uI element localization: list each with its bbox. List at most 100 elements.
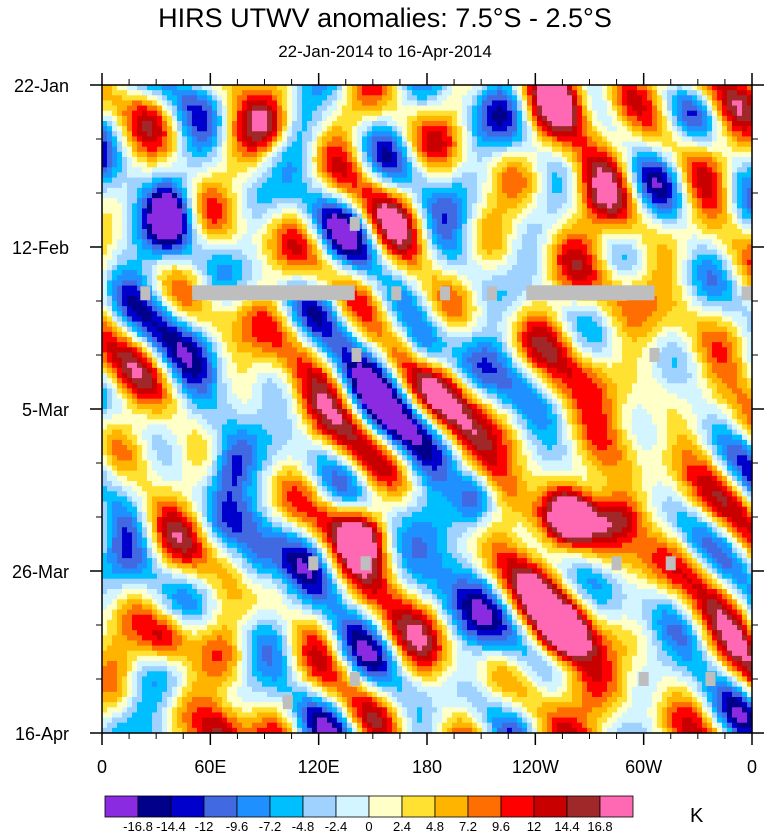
field-cell — [362, 352, 368, 359]
field-cell — [427, 100, 443, 107]
field-cell — [517, 234, 523, 240]
field-cell — [657, 301, 678, 307]
field-cell — [462, 203, 468, 210]
field-cell — [467, 367, 473, 374]
field-cell — [112, 100, 133, 107]
field-cell — [562, 182, 568, 189]
field-cell — [727, 383, 738, 390]
field-cell — [217, 383, 228, 390]
field-cell — [397, 378, 403, 384]
field-cell — [317, 121, 323, 127]
field-cell — [272, 90, 283, 96]
field-cell — [382, 162, 398, 168]
field-cell — [237, 393, 253, 400]
field-cell — [667, 157, 673, 163]
field-cell — [307, 347, 313, 354]
field-cell — [592, 208, 598, 215]
field-cell — [517, 409, 523, 415]
field-cell — [577, 115, 583, 122]
field-cell — [427, 398, 458, 405]
field-cell — [732, 290, 738, 297]
field-cell — [452, 182, 463, 189]
field-cell — [402, 85, 408, 91]
field-cell — [547, 409, 553, 415]
field-cell — [472, 234, 478, 240]
field-cell — [207, 167, 228, 174]
field-cell — [122, 218, 128, 225]
field-cell — [617, 100, 623, 107]
field-cell — [192, 352, 198, 359]
field-cell — [447, 141, 453, 148]
field-cell — [722, 378, 738, 384]
field-cell — [662, 316, 723, 323]
field-cell — [212, 301, 223, 307]
field-cell — [297, 326, 303, 333]
field-cell — [717, 115, 723, 122]
field-cell — [107, 167, 113, 174]
field-cell — [667, 244, 678, 251]
field-cell — [107, 131, 113, 138]
field-cell — [527, 157, 538, 163]
field-cell — [152, 373, 158, 379]
field-cell — [292, 321, 298, 328]
field-cell — [122, 146, 128, 153]
field-cell — [562, 419, 568, 426]
field-cell — [427, 157, 448, 163]
field-cell — [107, 357, 113, 364]
field-cell — [337, 403, 343, 410]
field-cell — [532, 373, 538, 379]
field-cell — [557, 234, 568, 240]
field-cell — [357, 90, 363, 96]
field-cell — [417, 203, 423, 210]
field-cell — [447, 414, 468, 420]
field-cell — [417, 280, 423, 287]
field-cell — [602, 265, 608, 271]
field-cell — [677, 393, 703, 400]
field-cell — [477, 177, 488, 184]
field-cell — [412, 239, 418, 246]
field-cell — [457, 362, 463, 369]
field-cell — [307, 157, 313, 163]
field-cell — [177, 316, 183, 323]
field-cell — [627, 110, 638, 117]
anomaly-field — [102, 85, 753, 734]
field-cell — [572, 141, 588, 148]
field-cell — [172, 414, 188, 420]
field-cell — [472, 367, 483, 374]
field-cell — [282, 172, 293, 179]
field-cell — [222, 121, 228, 127]
field-cell — [397, 367, 403, 374]
field-cell — [367, 301, 373, 307]
field-cell — [172, 136, 178, 143]
field-cell — [447, 316, 468, 323]
field-cell — [522, 244, 538, 251]
field-cell — [442, 100, 463, 107]
field-cell — [702, 208, 723, 215]
field-cell — [292, 409, 298, 415]
field-cell — [477, 213, 483, 220]
field-cell — [237, 311, 248, 318]
field-cell — [457, 393, 463, 400]
field-cell — [522, 316, 528, 323]
field-cell — [287, 326, 293, 333]
field-cell — [267, 141, 273, 148]
field-cell — [117, 162, 123, 168]
field-cell — [317, 259, 323, 266]
field-cell — [477, 182, 483, 189]
field-cell — [467, 249, 473, 256]
field-cell — [562, 223, 573, 230]
field-cell — [242, 301, 253, 307]
field-cell — [542, 373, 548, 379]
field-cell — [722, 95, 728, 102]
field-cell — [327, 373, 333, 379]
field-cell — [642, 249, 648, 256]
field-cell — [227, 157, 238, 163]
field-cell — [387, 357, 393, 364]
field-cell — [242, 126, 248, 132]
field-cell — [632, 383, 663, 390]
field-cell — [542, 136, 553, 143]
field-cell — [132, 208, 138, 215]
field-cell — [737, 326, 743, 333]
field-cell — [412, 244, 418, 251]
field-cell — [487, 388, 498, 395]
